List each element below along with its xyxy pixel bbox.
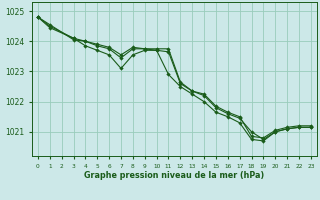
X-axis label: Graphe pression niveau de la mer (hPa): Graphe pression niveau de la mer (hPa) [84, 171, 265, 180]
